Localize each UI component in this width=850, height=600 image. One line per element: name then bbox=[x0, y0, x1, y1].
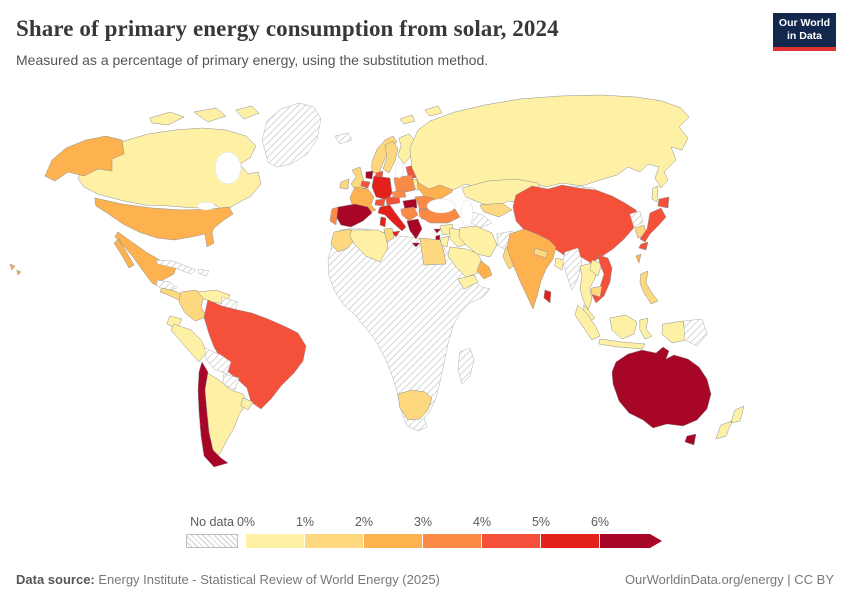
legend-bin-1[interactable] bbox=[305, 534, 364, 548]
data-source-text: Energy Institute - Statistical Review of… bbox=[94, 572, 440, 587]
country-south-africa[interactable] bbox=[397, 389, 433, 421]
country-cyprus[interactable] bbox=[433, 228, 442, 234]
legend-tick-1: 1% bbox=[295, 515, 315, 529]
data-source: Data source: Energy Institute - Statisti… bbox=[16, 572, 440, 592]
legend-no-data-label: No data bbox=[190, 515, 234, 529]
country-chile[interactable] bbox=[197, 361, 229, 468]
country-papua-new-guinea[interactable] bbox=[683, 318, 708, 347]
legend-no-data-swatch[interactable] bbox=[186, 534, 238, 548]
country-peru[interactable] bbox=[170, 323, 208, 363]
legend-tick-6: 6% bbox=[590, 515, 610, 529]
legend-tick-3: 3% bbox=[413, 515, 433, 529]
legend-bin-6[interactable] bbox=[600, 534, 662, 548]
owid-logo[interactable]: Our World in Data bbox=[773, 13, 836, 51]
country-canada[interactable] bbox=[77, 105, 262, 212]
legend-bin-3[interactable] bbox=[423, 534, 482, 548]
country-switzerland[interactable] bbox=[374, 198, 386, 207]
country-uzbekistan[interactable] bbox=[479, 202, 513, 218]
country-iceland[interactable] bbox=[334, 132, 353, 145]
country-tunisia[interactable] bbox=[383, 227, 395, 243]
country-cuba[interactable] bbox=[155, 259, 197, 275]
country-germany[interactable] bbox=[371, 175, 393, 201]
country-saudi-arabia[interactable] bbox=[447, 246, 484, 278]
country-ireland[interactable] bbox=[339, 178, 350, 190]
country-hungary[interactable] bbox=[402, 198, 418, 210]
country-morocco[interactable] bbox=[330, 228, 357, 253]
country-spain[interactable] bbox=[334, 203, 373, 228]
country-netherlands[interactable] bbox=[365, 170, 374, 180]
country-portugal[interactable] bbox=[329, 206, 339, 226]
country-greece[interactable] bbox=[406, 218, 423, 248]
country-japan[interactable] bbox=[638, 196, 670, 251]
country-australia[interactable] bbox=[611, 346, 712, 446]
country-brazil[interactable] bbox=[203, 299, 307, 410]
country-finland[interactable] bbox=[397, 133, 417, 165]
owid-logo-line2: in Data bbox=[786, 30, 822, 42]
country-india[interactable] bbox=[506, 228, 557, 310]
legend-bin-0[interactable] bbox=[246, 534, 305, 548]
country-greenland[interactable] bbox=[261, 102, 322, 168]
country-russia[interactable] bbox=[399, 94, 690, 203]
country-philippines[interactable] bbox=[639, 270, 659, 305]
legend-tick-0: 0% bbox=[236, 515, 256, 529]
country-iran[interactable] bbox=[458, 225, 498, 258]
country-cambodia[interactable] bbox=[590, 285, 603, 298]
country-mexico[interactable] bbox=[113, 231, 177, 288]
chart-subtitle: Measured as a percentage of primary ener… bbox=[16, 52, 489, 68]
legend-bin-5[interactable] bbox=[541, 534, 600, 548]
country-oman-uae[interactable] bbox=[476, 260, 493, 280]
country-belgium[interactable] bbox=[360, 180, 371, 189]
country-north-korea[interactable] bbox=[629, 210, 644, 228]
owid-logo-line1: Our World bbox=[778, 16, 831, 29]
country-sri-lanka[interactable] bbox=[543, 289, 552, 304]
country-laos[interactable] bbox=[589, 259, 603, 277]
country-czechia[interactable] bbox=[391, 189, 407, 199]
legend-tick-4: 4% bbox=[472, 515, 492, 529]
caspian-sea bbox=[460, 199, 474, 227]
country-indonesia[interactable] bbox=[574, 304, 687, 350]
legend-tick-5: 5% bbox=[531, 515, 551, 529]
legend-tick-2: 2% bbox=[354, 515, 374, 529]
legend-bin-2[interactable] bbox=[364, 534, 423, 548]
country-myanmar[interactable] bbox=[562, 247, 583, 291]
great-lakes bbox=[196, 201, 216, 211]
country-balkans[interactable] bbox=[400, 206, 419, 222]
country-new-zealand[interactable] bbox=[715, 405, 745, 440]
country-italy[interactable] bbox=[377, 204, 407, 238]
country-egypt[interactable] bbox=[419, 237, 447, 266]
country-uruguay[interactable] bbox=[240, 397, 254, 411]
country-jordan[interactable] bbox=[440, 235, 450, 248]
data-source-label: Data source: bbox=[16, 572, 95, 587]
country-sweden[interactable] bbox=[382, 140, 399, 174]
country-taiwan[interactable] bbox=[635, 253, 642, 264]
country-bolivia[interactable] bbox=[204, 347, 232, 375]
country-usa[interactable] bbox=[9, 135, 234, 276]
hudson-bay bbox=[214, 151, 242, 185]
country-poland[interactable] bbox=[393, 174, 416, 195]
legend-bin-4[interactable] bbox=[482, 534, 541, 548]
black-sea bbox=[426, 198, 456, 214]
chart-footer: Data source: Energy Institute - Statisti… bbox=[0, 572, 850, 592]
owid-credit-link[interactable]: OurWorldinData.org/energy | CC BY bbox=[624, 572, 834, 587]
country-yemen[interactable] bbox=[457, 274, 479, 290]
country-bangladesh[interactable] bbox=[554, 257, 565, 271]
country-algeria[interactable] bbox=[349, 229, 389, 263]
country-paraguay[interactable] bbox=[222, 373, 240, 391]
baltic-sea bbox=[394, 161, 404, 179]
country-hispaniola[interactable] bbox=[197, 268, 210, 277]
page-title: Share of primary energy consumption from… bbox=[16, 16, 559, 41]
country-madagascar[interactable] bbox=[457, 347, 475, 385]
country-nepal[interactable] bbox=[533, 247, 549, 259]
